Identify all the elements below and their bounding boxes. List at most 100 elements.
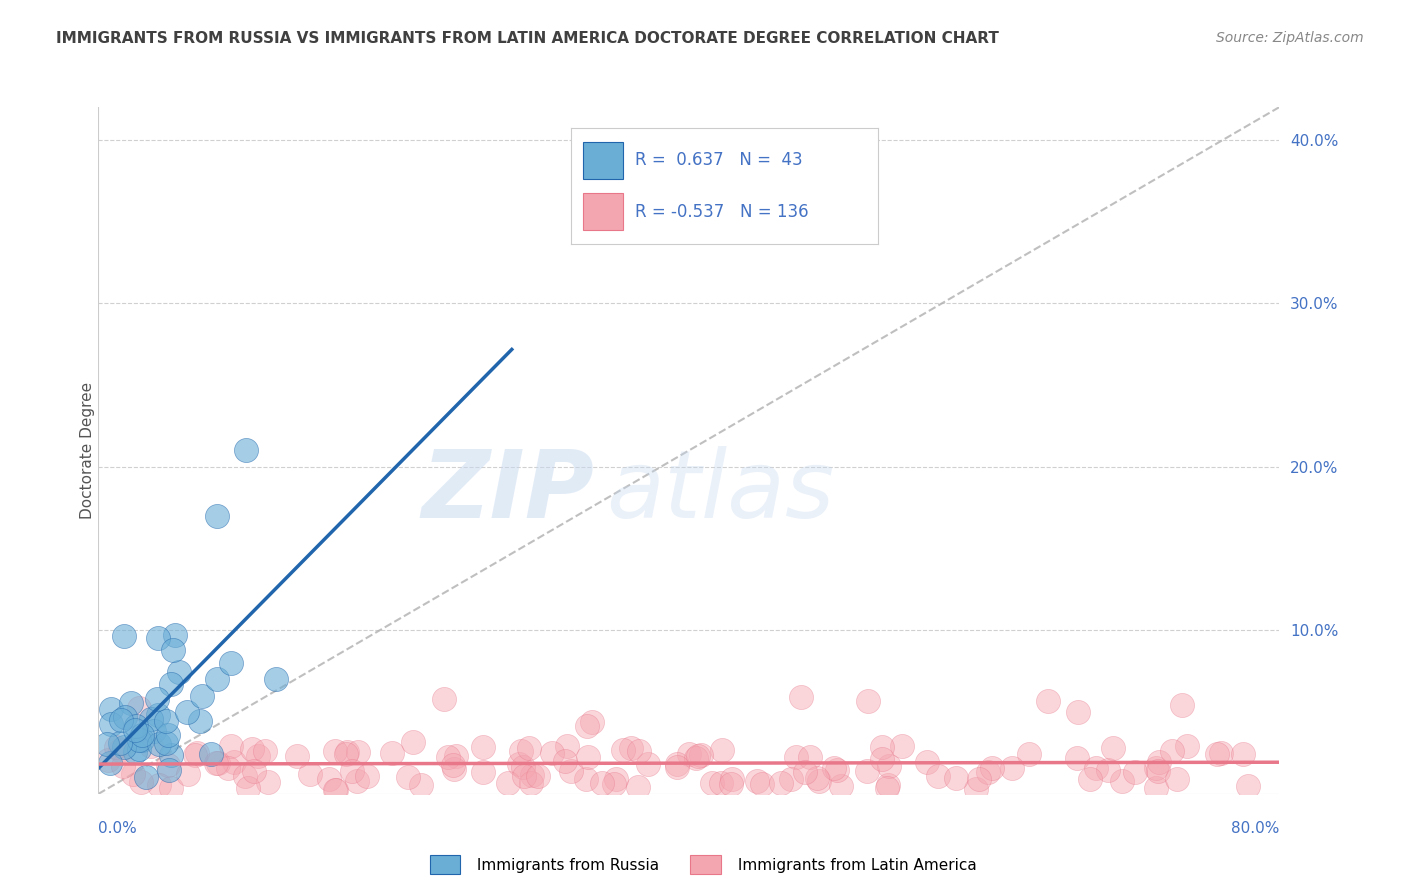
Point [1171, 698, 1194, 712]
Point [323, 744, 346, 758]
Point [163, 628, 186, 642]
Point [441, 758, 464, 772]
Point [627, 744, 650, 758]
Point [100, 702, 122, 716]
Point [965, 781, 987, 796]
Point [97, 753, 120, 767]
Point [105, 740, 128, 755]
Point [100, 716, 122, 731]
Point [325, 782, 347, 797]
Point [131, 733, 153, 747]
Point [512, 760, 534, 774]
Point [560, 764, 582, 778]
Point [981, 760, 1004, 774]
Point [222, 755, 245, 769]
Point [856, 693, 879, 707]
Point [256, 775, 278, 789]
Point [1097, 763, 1119, 777]
Point [967, 772, 990, 786]
Point [510, 744, 533, 758]
Point [522, 768, 544, 782]
Text: IMMIGRANTS FROM RUSSIA VS IMMIGRANTS FROM LATIN AMERICA DOCTORATE DEGREE CORRELA: IMMIGRANTS FROM RUSSIA VS IMMIGRANTS FRO… [56, 31, 1000, 46]
Point [665, 760, 688, 774]
Point [554, 754, 576, 768]
Point [877, 777, 900, 791]
Point [98, 756, 121, 770]
Point [347, 745, 370, 759]
Point [167, 665, 190, 679]
Point [870, 752, 893, 766]
Point [155, 736, 177, 750]
Point [114, 629, 136, 643]
Point [396, 770, 419, 784]
Point [124, 723, 146, 738]
Point [1149, 755, 1171, 769]
Point [1175, 739, 1198, 754]
Point [200, 747, 222, 762]
Point [146, 631, 169, 645]
Point [437, 749, 460, 764]
Point [678, 747, 700, 761]
Point [769, 776, 792, 790]
Point [156, 758, 179, 772]
Point [1018, 747, 1040, 762]
Point [110, 713, 132, 727]
Point [1209, 746, 1232, 760]
Point [342, 764, 364, 779]
Point [827, 763, 849, 777]
Point [219, 656, 242, 670]
Point [131, 728, 153, 742]
Point [129, 774, 152, 789]
Point [96, 737, 118, 751]
Point [685, 751, 707, 765]
Point [605, 772, 627, 786]
Point [219, 739, 242, 754]
Point [1078, 772, 1101, 786]
Point [335, 747, 357, 761]
Point [177, 767, 200, 781]
Point [111, 759, 134, 773]
Point [720, 776, 742, 790]
Point [496, 776, 519, 790]
Legend:  Immigrants from Russia,  Immigrants from Latin America: Immigrants from Russia, Immigrants from … [423, 849, 983, 880]
Point [346, 774, 368, 789]
Point [191, 689, 214, 703]
Point [114, 710, 136, 724]
Point [128, 733, 150, 747]
Point [575, 772, 598, 787]
Point [1066, 751, 1088, 765]
Point [146, 707, 169, 722]
Point [240, 742, 263, 756]
Point [1102, 740, 1125, 755]
Point [402, 735, 425, 749]
Point [142, 723, 165, 738]
Point [1161, 744, 1184, 758]
Point [602, 777, 624, 791]
Y-axis label: Doctorate Degree: Doctorate Degree [80, 382, 94, 519]
Point [217, 761, 239, 775]
Point [1205, 747, 1227, 761]
Point [409, 778, 432, 792]
Point [517, 741, 540, 756]
Text: 80.0%: 80.0% [1232, 822, 1279, 837]
Text: ZIP: ZIP [422, 446, 595, 538]
Point [235, 443, 257, 458]
Point [1232, 747, 1254, 761]
Point [356, 769, 378, 783]
Point [125, 719, 148, 733]
Point [666, 756, 689, 771]
Point [108, 743, 131, 757]
Point [1067, 705, 1090, 719]
Point [160, 676, 183, 690]
Point [122, 766, 145, 780]
Point [205, 756, 228, 770]
Point [690, 748, 713, 763]
Point [977, 764, 1000, 779]
Point [184, 748, 207, 763]
Point [527, 769, 550, 783]
Point [236, 781, 259, 796]
Point [162, 643, 184, 657]
Point [1038, 694, 1060, 708]
Point [146, 692, 169, 706]
Point [620, 741, 643, 756]
